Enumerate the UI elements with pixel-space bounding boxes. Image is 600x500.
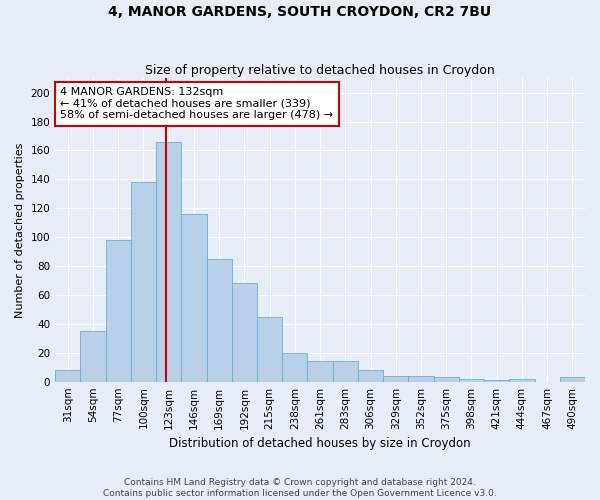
Bar <box>257 316 282 382</box>
Bar <box>206 259 232 382</box>
Bar <box>80 331 106 382</box>
Text: Contains HM Land Registry data © Crown copyright and database right 2024.
Contai: Contains HM Land Registry data © Crown c… <box>103 478 497 498</box>
Bar <box>560 378 585 382</box>
Bar <box>459 379 484 382</box>
Bar <box>131 182 156 382</box>
Bar <box>156 142 181 382</box>
Bar <box>332 362 358 382</box>
Bar <box>484 380 509 382</box>
Bar <box>106 240 131 382</box>
Bar <box>509 379 535 382</box>
Bar <box>434 378 459 382</box>
Bar <box>307 362 332 382</box>
Bar <box>282 353 307 382</box>
Bar <box>409 376 434 382</box>
Bar <box>232 284 257 382</box>
Bar <box>358 370 383 382</box>
Title: Size of property relative to detached houses in Croydon: Size of property relative to detached ho… <box>145 64 495 77</box>
X-axis label: Distribution of detached houses by size in Croydon: Distribution of detached houses by size … <box>169 437 471 450</box>
Bar <box>181 214 206 382</box>
Bar <box>55 370 80 382</box>
Bar <box>383 376 409 382</box>
Y-axis label: Number of detached properties: Number of detached properties <box>15 142 25 318</box>
Text: 4, MANOR GARDENS, SOUTH CROYDON, CR2 7BU: 4, MANOR GARDENS, SOUTH CROYDON, CR2 7BU <box>109 5 491 19</box>
Text: 4 MANOR GARDENS: 132sqm
← 41% of detached houses are smaller (339)
58% of semi-d: 4 MANOR GARDENS: 132sqm ← 41% of detache… <box>61 88 334 120</box>
